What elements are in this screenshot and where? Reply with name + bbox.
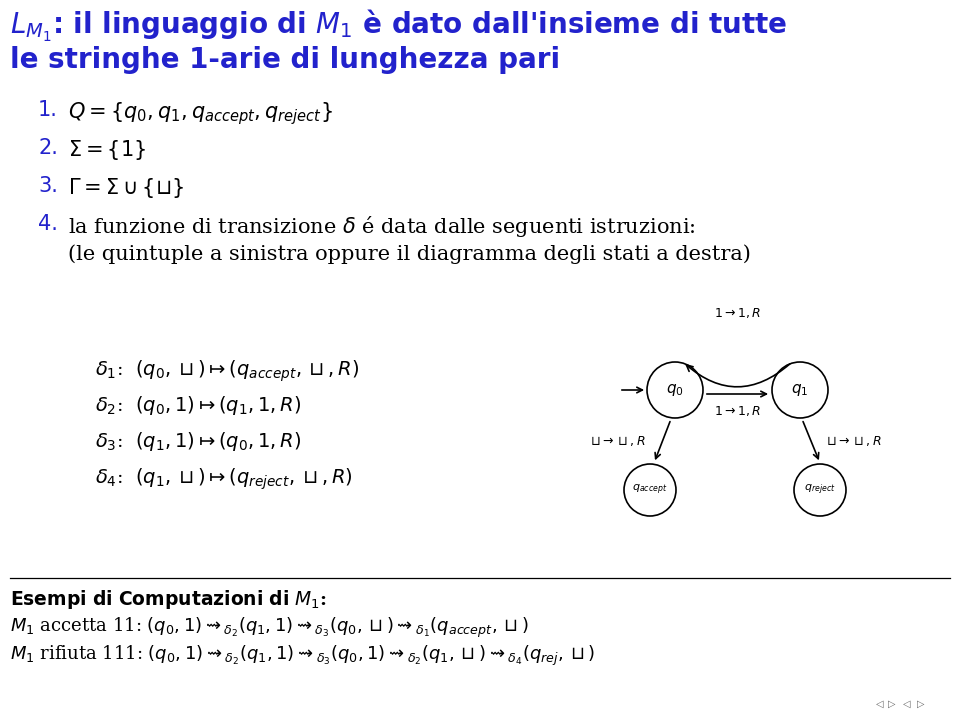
Text: $L_{M_1}$: il linguaggio di $M_1$ è dato dall'insieme di tutte: $L_{M_1}$: il linguaggio di $M_1$ è dato… (10, 8, 787, 45)
Text: le stringhe 1-arie di lunghezza pari: le stringhe 1-arie di lunghezza pari (10, 46, 560, 74)
Text: $\delta_2$:  $(q_0, 1) \mapsto (q_1, 1, R)$: $\delta_2$: $(q_0, 1) \mapsto (q_1, 1, R… (95, 394, 301, 417)
Text: 2.: 2. (38, 138, 58, 158)
Text: $Q = \{q_0, q_1, q_{accept}, q_{reject}\}$: $Q = \{q_0, q_1, q_{accept}, q_{reject}\… (68, 100, 333, 127)
Text: $q_0$: $q_0$ (666, 382, 684, 398)
Text: $\delta_3$:  $(q_1, 1) \mapsto (q_0, 1, R)$: $\delta_3$: $(q_1, 1) \mapsto (q_0, 1, R… (95, 430, 301, 453)
Text: $1 \to 1, R$: $1 \to 1, R$ (714, 404, 761, 418)
Text: $M_1$ rifiuta 111: $(q_0, 1) \leadsto_{\delta_2} (q_1, 1) \leadsto_{\delta_3} (q: $M_1$ rifiuta 111: $(q_0, 1) \leadsto_{\… (10, 644, 595, 668)
Text: $\Gamma = \Sigma \cup \{\sqcup\}$: $\Gamma = \Sigma \cup \{\sqcup\}$ (68, 176, 184, 200)
Text: $\Sigma = \{1\}$: $\Sigma = \{1\}$ (68, 138, 146, 162)
Text: $1 \to 1, R$: $1 \to 1, R$ (714, 306, 761, 320)
Text: $\mathbf{Esempi\ di\ Computazioni\ di}\ M_1$:: $\mathbf{Esempi\ di\ Computazioni\ di}\ … (10, 588, 327, 611)
Text: $\delta_1$:  $(q_0, \sqcup) \mapsto (q_{accept}, \sqcup, R)$: $\delta_1$: $(q_0, \sqcup) \mapsto (q_{a… (95, 358, 359, 383)
Text: $\sqcup \to \sqcup, R$: $\sqcup \to \sqcup, R$ (826, 434, 881, 448)
Text: $\sqcup \to \sqcup, R$: $\sqcup \to \sqcup, R$ (590, 434, 646, 448)
Text: $q_{accept}$: $q_{accept}$ (633, 482, 668, 497)
Text: $M_1$ accetta 11: $(q_0, 1) \leadsto_{\delta_2} (q_1, 1) \leadsto_{\delta_3} (q_: $M_1$ accetta 11: $(q_0, 1) \leadsto_{\d… (10, 616, 529, 640)
Text: $q_1$: $q_1$ (791, 382, 808, 398)
Text: $\triangleleft\ \triangleright\ \triangleleft\ \triangleright$: $\triangleleft\ \triangleright\ \triangl… (875, 699, 926, 710)
Text: 3.: 3. (38, 176, 58, 196)
Text: (le quintuple a sinistra oppure il diagramma degli stati a destra): (le quintuple a sinistra oppure il diagr… (68, 244, 751, 264)
Text: 4.: 4. (38, 214, 58, 234)
FancyArrowPatch shape (686, 364, 790, 387)
Text: $\delta_4$:  $(q_1, \sqcup) \mapsto (q_{reject}, \sqcup, R)$: $\delta_4$: $(q_1, \sqcup) \mapsto (q_{r… (95, 466, 352, 492)
Text: la funzione di transizione $\delta$ é data dalle seguenti istruzioni:: la funzione di transizione $\delta$ é da… (68, 214, 696, 239)
Text: $q_{reject}$: $q_{reject}$ (804, 482, 836, 497)
Text: 1.: 1. (38, 100, 58, 120)
